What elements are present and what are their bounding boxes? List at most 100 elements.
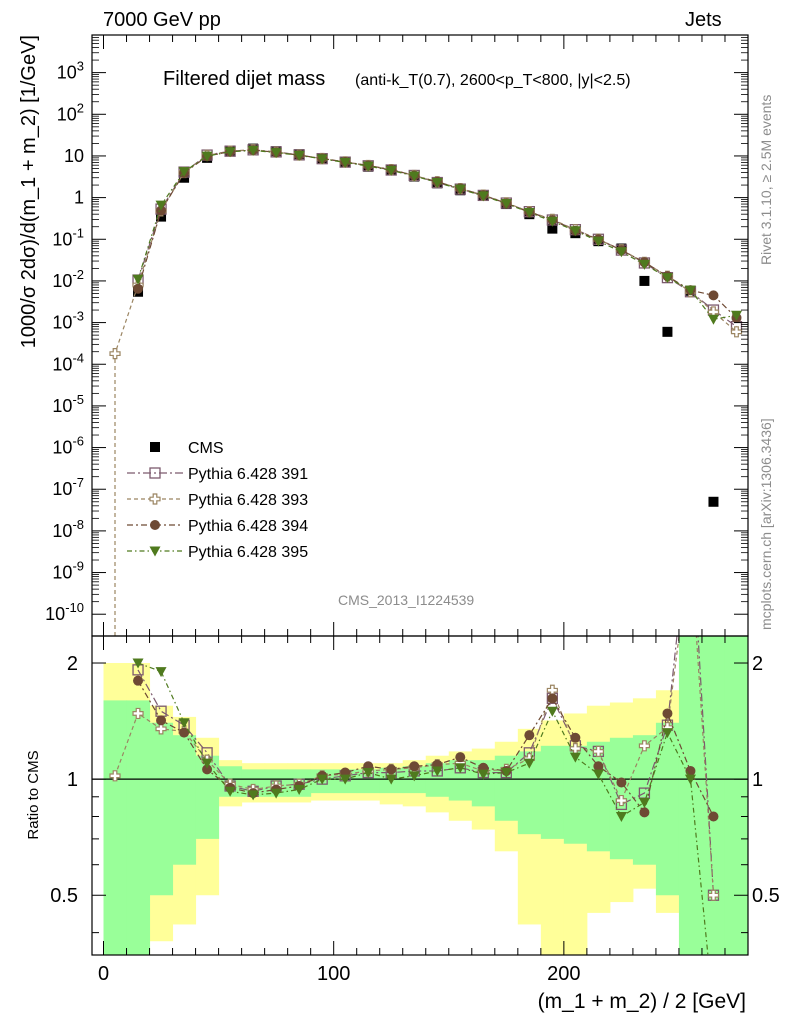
x-tick-label: 0	[98, 963, 109, 985]
ratio-point-pythia-6.428-394	[156, 715, 167, 726]
ratio-point-pythia-6.428-395	[201, 758, 213, 769]
data-point-pythia-6.428-395	[316, 154, 328, 165]
band-green-bin	[678, 636, 703, 955]
data-point-pythia-6.428-395	[592, 236, 604, 247]
y-tick-label: 103	[57, 59, 84, 83]
data-point-pythia-6.428-395	[408, 171, 420, 182]
data-point-pythia-6.428-395	[385, 165, 397, 176]
ratio-point-pythia-6.428-391	[155, 705, 167, 717]
data-point-pythia-6.428-395	[684, 285, 696, 296]
y-tick-label: 1	[74, 188, 84, 208]
data-point-pythia-6.428-395	[270, 148, 282, 159]
ratio-point-pythia-6.428-395	[132, 658, 144, 669]
legend-marker	[149, 467, 161, 479]
ratio-point-pythia-6.428-395	[661, 728, 673, 739]
ratio-point-pythia-6.428-395	[293, 784, 305, 795]
band-green-bin	[655, 722, 680, 896]
data-point-pythia-6.428-394	[133, 283, 144, 294]
ratio-point-pythia-6.428-395	[569, 752, 581, 763]
y-tick-label: 10-1	[52, 225, 84, 249]
ratio-point-pythia-6.428-394	[570, 732, 581, 743]
ratio-point-pythia-6.428-393	[707, 889, 720, 901]
band-green-bin	[563, 745, 588, 844]
ratio-point-pythia-6.428-395	[431, 766, 443, 777]
x-tick-label: 200	[547, 963, 580, 985]
ratio-point-pythia-6.428-395	[155, 667, 167, 678]
ratio-y-tick-label: 1	[67, 769, 78, 791]
ratio-point-pythia-6.428-394	[386, 764, 397, 775]
ratio-y-tick-label-right: 0.5	[752, 885, 780, 907]
data-point-pythia-6.428-395	[661, 273, 673, 284]
band-green-bin	[517, 751, 542, 835]
y-tick-label: 10-9	[52, 559, 84, 583]
data-point-cms	[662, 326, 673, 337]
data-point-pythia-6.428-395	[707, 314, 719, 325]
data-point-pythia-6.428-395	[132, 274, 144, 285]
data-point-pythia-6.428-395	[431, 178, 443, 189]
ratio-point-pythia-6.428-394	[179, 727, 190, 738]
ratio-point-pythia-6.428-395	[178, 718, 190, 729]
series-line-pythia-6.428-393	[114, 149, 737, 636]
legend-label: Pythia 6.428 395	[188, 544, 308, 561]
ratio-y-tick-label: 0.5	[50, 885, 78, 907]
y-tick-label: 10-3	[52, 309, 84, 333]
ratio-line-pythia-6.428-391	[137, 636, 715, 896]
data-point-pythia-6.428-395	[362, 161, 374, 172]
data-point-pythia-6.428-393	[730, 326, 743, 338]
data-point-pythia-6.428-393	[109, 348, 121, 360]
data-point-pythia-6.428-395	[523, 207, 535, 218]
data-point-pythia-6.428-395	[569, 226, 581, 237]
y-tick-label: 10-6	[52, 434, 84, 458]
band-green-bin	[586, 741, 611, 852]
ratio-bands	[103, 636, 748, 955]
ratio-y-tick-label-right: 2	[752, 653, 763, 675]
data-point-pythia-6.428-395	[477, 191, 489, 202]
data-point-pythia-6.428-395	[546, 216, 558, 227]
ratio-point-pythia-6.428-395	[270, 788, 282, 799]
legend-marker	[150, 520, 160, 530]
ratio-point-pythia-6.428-395	[339, 774, 351, 785]
x-axis-label: (m_1 + m_2) / 2 [GeV]	[538, 990, 746, 1013]
data-point-pythia-6.428-395	[454, 184, 466, 195]
data-point-cms	[708, 496, 719, 507]
data-point-pythia-6.428-395	[339, 157, 351, 168]
ratio-point-pythia-6.428-393	[109, 770, 121, 782]
data-point-pythia-6.428-394	[708, 290, 719, 301]
band-green-bin	[149, 722, 174, 896]
ratio-point-pythia-6.428-395	[615, 812, 627, 823]
legend-marker	[150, 442, 160, 452]
ratio-y-axis-label: Ratio to CMS	[25, 750, 42, 839]
analysis-label: CMS_2013_I1224539	[338, 592, 474, 608]
band-green-bin	[540, 745, 565, 839]
chart-subtitle: (anti-k_T(0.7), 2600<p_T<800, |y|<2.5)	[355, 72, 631, 89]
ratio-point-pythia-6.428-394	[547, 693, 558, 704]
ratio-frame	[91, 635, 749, 956]
data-point-pythia-6.428-395	[201, 151, 213, 162]
ratio-point-pythia-6.428-394	[708, 811, 719, 822]
band-green-bin	[103, 700, 128, 955]
ratio-point-pythia-6.428-395	[316, 774, 328, 785]
ratio-point-pythia-6.428-393	[592, 745, 604, 758]
y-tick-label: 10-8	[52, 517, 84, 541]
ratio-point-pythia-6.428-393	[155, 723, 167, 735]
ratio-point-pythia-6.428-395	[362, 768, 374, 779]
ratio-point-pythia-6.428-395	[684, 774, 696, 785]
ratio-line-pythia-6.428-395	[137, 662, 709, 955]
ratio-point-pythia-6.428-394	[593, 761, 604, 772]
data-point-pythia-6.428-395	[293, 150, 305, 161]
y-tick-label: 10-10	[45, 600, 84, 624]
legend-label: Pythia 6.428 394	[188, 518, 308, 535]
ratio-point-pythia-6.428-394	[685, 765, 696, 776]
ratio-point-pythia-6.428-395	[247, 790, 259, 801]
ratio-point-pythia-6.428-393	[132, 707, 144, 720]
ratio-point-pythia-6.428-391	[638, 787, 651, 799]
ratio-point-pythia-6.428-394	[616, 777, 627, 788]
y-tick-label: 10-7	[52, 475, 84, 499]
legend-marker	[149, 493, 161, 505]
y-tick-label: 102	[57, 100, 84, 124]
legend-label: Pythia 6.428 391	[188, 466, 308, 483]
data-point-pythia-6.428-395	[155, 200, 167, 211]
ratio-y-tick-label: 2	[67, 653, 78, 675]
ratio-point-pythia-6.428-394	[662, 708, 673, 719]
